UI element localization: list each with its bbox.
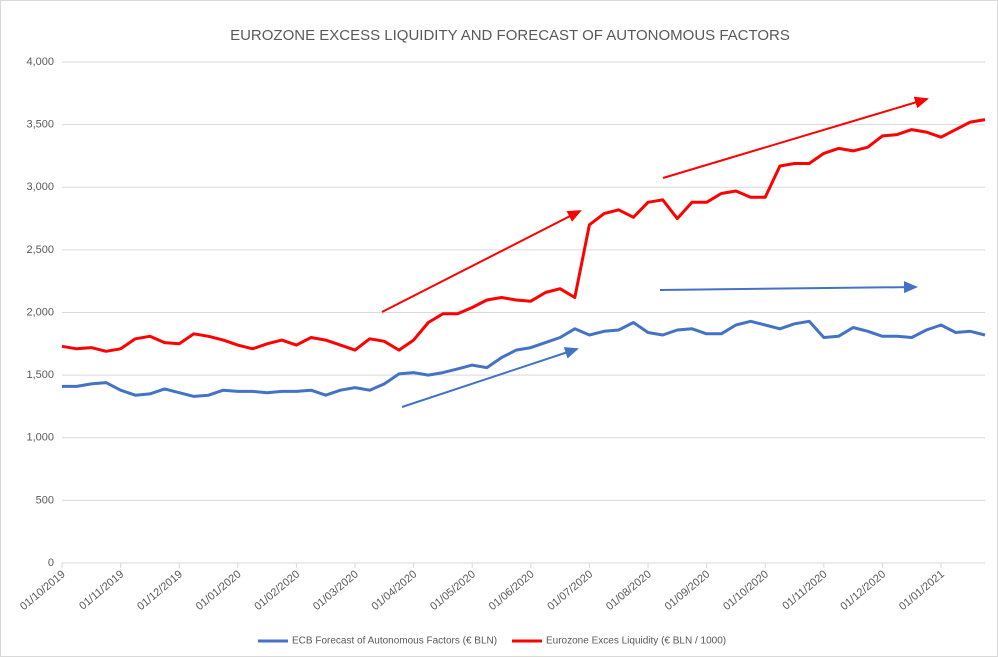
trend-arrow: [401, 347, 579, 408]
y-tick-label: 1,500: [26, 369, 54, 381]
legend-label: Eurozone Exces Liquidity (€ BLN / 1000): [546, 636, 726, 647]
y-tick-label: 500: [36, 494, 54, 506]
legend-label: ECB Forecast of Autonomous Factors (€ BL…: [292, 636, 497, 647]
trend-arrow: [659, 281, 918, 294]
y-tick-label: 2,500: [26, 244, 54, 256]
y-tick-label: 2,000: [26, 306, 54, 318]
data-line: [62, 319, 986, 398]
annotations: [381, 96, 929, 408]
y-tick-label: 0: [48, 557, 54, 569]
y-tick-label: 3,000: [26, 181, 54, 193]
y-tick-label: 4,000: [26, 56, 54, 68]
chart-title: EUROZONE EXCESS LIQUIDITY AND FORECAST O…: [230, 27, 790, 44]
trend-arrow: [662, 96, 929, 179]
trend-arrow: [381, 210, 582, 313]
y-tick-label: 3,500: [26, 119, 54, 131]
data-line: [61, 118, 986, 353]
y-tick-label: 1,000: [26, 432, 54, 444]
